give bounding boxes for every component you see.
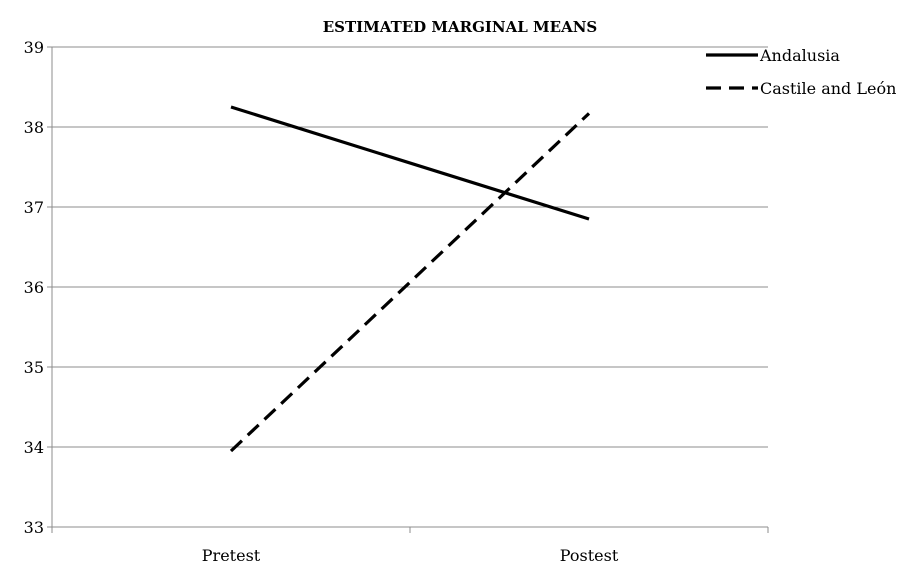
y-tick-label: 36 — [24, 278, 44, 297]
y-tick-label: 39 — [24, 38, 44, 57]
x-tick-label: Postest — [560, 546, 619, 561]
legend: Andalusia Castile and León — [706, 46, 896, 98]
series-line-0 — [230, 105, 590, 221]
y-tick-label: 35 — [24, 358, 44, 377]
y-tick-label: 34 — [24, 438, 44, 457]
x-axis-ticks: Pretest Postest — [51, 527, 769, 561]
legend-label-1: Castile and León — [760, 79, 896, 98]
chart-title: ESTIMATED MARGINAL MEANS — [323, 18, 598, 36]
y-axis-ticks: 33 34 35 36 37 38 39 — [24, 38, 52, 537]
y-tick-label: 38 — [24, 118, 44, 137]
grid-lines — [52, 46, 768, 448]
x-tick-label: Pretest — [202, 546, 261, 561]
y-tick-label: 33 — [24, 518, 44, 537]
y-tick-label: 37 — [24, 198, 44, 217]
series-lines — [229, 105, 591, 453]
series-line-1 — [229, 112, 591, 453]
legend-label-0: Andalusia — [759, 46, 840, 65]
